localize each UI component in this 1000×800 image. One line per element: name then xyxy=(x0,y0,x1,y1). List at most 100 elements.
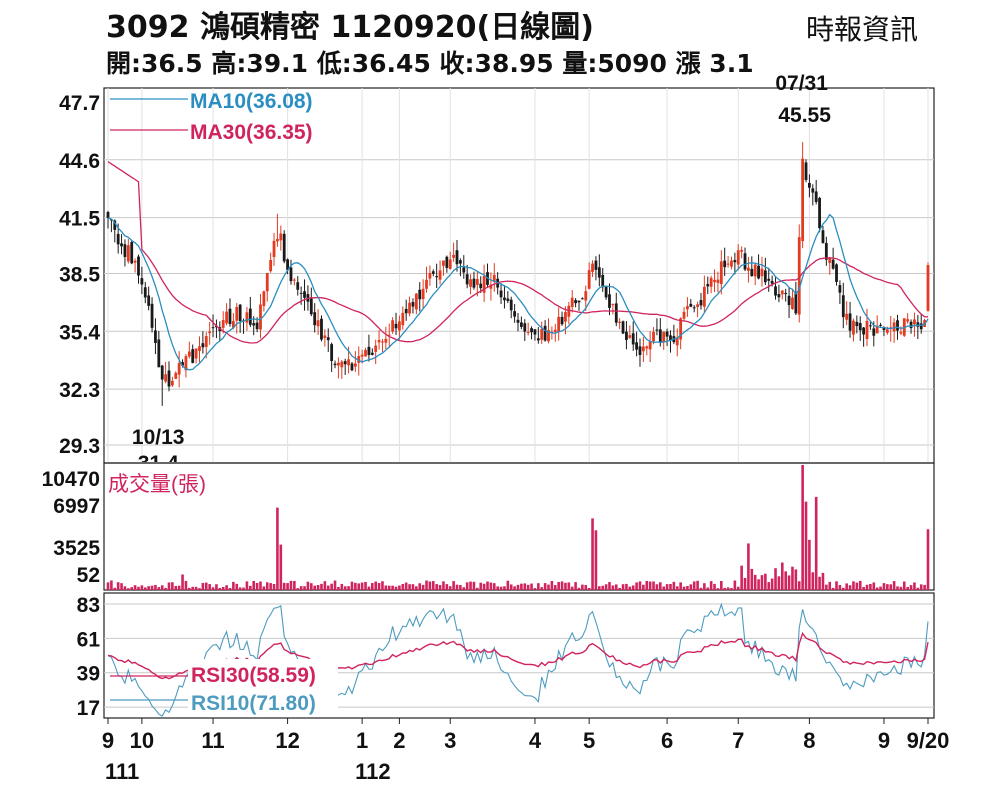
volume-bar xyxy=(435,584,438,590)
volume-bar xyxy=(404,582,408,590)
candle-body xyxy=(709,277,713,287)
candle-body xyxy=(438,270,442,280)
time-axis-label: 9/20 xyxy=(907,728,950,753)
volume-bar xyxy=(919,584,923,590)
candle-body xyxy=(245,312,249,323)
volume-bar xyxy=(875,587,879,590)
candle-body xyxy=(635,342,638,350)
volume-bar xyxy=(476,587,479,590)
volume-bar xyxy=(747,543,750,590)
volume-bar xyxy=(245,581,249,590)
candle xyxy=(621,320,625,335)
candle xyxy=(536,327,540,344)
candle xyxy=(757,254,760,280)
volume-bar xyxy=(872,582,876,590)
candle-body xyxy=(133,260,137,263)
candle xyxy=(648,331,652,363)
volume-bar xyxy=(232,581,235,590)
volume-bar xyxy=(181,574,184,590)
candle-body xyxy=(113,220,117,230)
chart-title: 3092 鴻碩精密 1120920(日線圖) xyxy=(106,10,594,45)
volume-bar xyxy=(113,587,117,590)
candle-body xyxy=(150,303,154,328)
candle-body xyxy=(475,279,479,285)
candle-body xyxy=(892,322,896,332)
candle-body xyxy=(719,261,723,285)
candle xyxy=(418,282,422,312)
candle xyxy=(292,278,296,286)
candle xyxy=(587,262,591,290)
candle-body xyxy=(655,329,659,331)
candle xyxy=(804,159,808,183)
volume-bar xyxy=(774,568,777,590)
candle xyxy=(330,342,334,372)
volume-bar xyxy=(279,544,283,590)
candle xyxy=(360,349,364,364)
candle-body xyxy=(184,356,188,371)
volume-bar xyxy=(760,575,764,590)
candle xyxy=(641,336,645,363)
candle-body xyxy=(177,363,181,375)
volume-bar xyxy=(465,582,469,590)
candle-body xyxy=(784,293,788,295)
candle-body xyxy=(452,254,456,258)
candle xyxy=(879,322,882,327)
candle-body xyxy=(641,346,645,352)
volume-bar xyxy=(533,588,537,590)
candle-body xyxy=(791,297,794,310)
candle xyxy=(841,282,845,329)
candle-body xyxy=(458,260,462,264)
volume-bar xyxy=(333,580,337,590)
candle-body xyxy=(814,191,818,202)
candle-body xyxy=(767,278,771,281)
volume-bar xyxy=(896,586,899,590)
volume-bar xyxy=(828,581,832,590)
candle xyxy=(916,314,920,340)
candle-body xyxy=(875,325,879,334)
volume-bar xyxy=(577,587,581,590)
candle xyxy=(425,266,428,293)
candle-body xyxy=(675,337,679,346)
candle-body xyxy=(770,280,774,284)
volume-bar xyxy=(902,581,906,590)
candle xyxy=(672,324,676,345)
candle-body xyxy=(540,328,544,340)
candle-body xyxy=(743,253,747,270)
candle xyxy=(184,353,188,378)
candle-body xyxy=(686,306,689,310)
candle-body xyxy=(316,320,320,327)
candle-body xyxy=(601,275,605,288)
time-axis-label: 8 xyxy=(803,728,815,753)
volume-bar xyxy=(160,585,164,590)
candle xyxy=(797,224,801,323)
candle-body xyxy=(852,320,855,335)
candle-body xyxy=(702,286,706,307)
volume-bar xyxy=(926,529,930,590)
volume-bar xyxy=(570,586,574,590)
volume-bar xyxy=(377,582,381,590)
candle-body xyxy=(726,263,730,265)
candle-body xyxy=(730,260,733,267)
candle-body xyxy=(381,341,384,343)
volume-bar xyxy=(486,581,489,590)
candle xyxy=(926,262,930,312)
volume-bar xyxy=(811,572,815,590)
volume-bar xyxy=(686,585,689,590)
candle-body xyxy=(523,323,527,332)
price-axis-label: 32.3 xyxy=(59,379,100,402)
candle-body xyxy=(137,256,140,276)
volume-bar xyxy=(184,580,188,590)
candle xyxy=(868,321,872,330)
candle xyxy=(506,291,510,304)
candle-body xyxy=(503,297,506,301)
candle-body xyxy=(292,279,296,281)
volume-bar xyxy=(347,586,350,590)
volume-bar xyxy=(537,583,540,590)
candle-body xyxy=(560,316,564,325)
candle xyxy=(638,338,642,367)
candle-body xyxy=(689,303,693,307)
candle-body xyxy=(757,265,760,279)
volume-bar xyxy=(753,574,757,590)
candle xyxy=(679,317,683,350)
